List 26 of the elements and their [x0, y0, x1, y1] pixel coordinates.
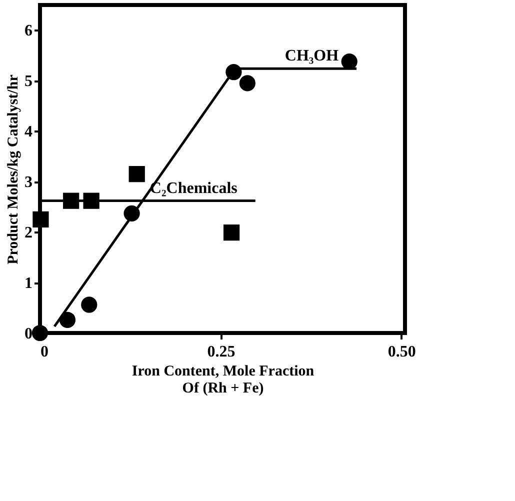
point — [341, 53, 358, 70]
series-label: C₂Chemicals — [150, 180, 238, 197]
point — [32, 211, 49, 228]
series-label: CH₃OH — [284, 48, 340, 65]
point — [63, 192, 80, 209]
point — [226, 64, 242, 80]
x-tick-label: 0.50 — [388, 344, 416, 360]
point — [124, 205, 140, 222]
y-tick-label: 1 — [24, 275, 32, 292]
point — [223, 224, 240, 241]
x-tick-label: 0 — [40, 344, 48, 360]
x-tick-label: 0.25 — [207, 344, 236, 360]
y-tick-label: 2 — [24, 224, 32, 242]
point — [81, 296, 98, 313]
y-tick-label: 6 — [24, 22, 32, 40]
y-tick-label: 3 — [24, 174, 32, 192]
y-tick-label: 4 — [24, 124, 32, 141]
x-axis-title: Iron Content, Mole Fraction Of (Rh + Fe) — [132, 364, 315, 396]
y-axis-title: Product Moles/kg Catalyst/hr — [6, 74, 22, 264]
point — [59, 312, 76, 328]
point — [128, 166, 145, 182]
point — [32, 324, 48, 342]
y-tick-label: 5 — [24, 73, 32, 90]
point — [239, 75, 256, 92]
point — [83, 192, 100, 209]
y-tick-label: 0 — [24, 326, 32, 342]
